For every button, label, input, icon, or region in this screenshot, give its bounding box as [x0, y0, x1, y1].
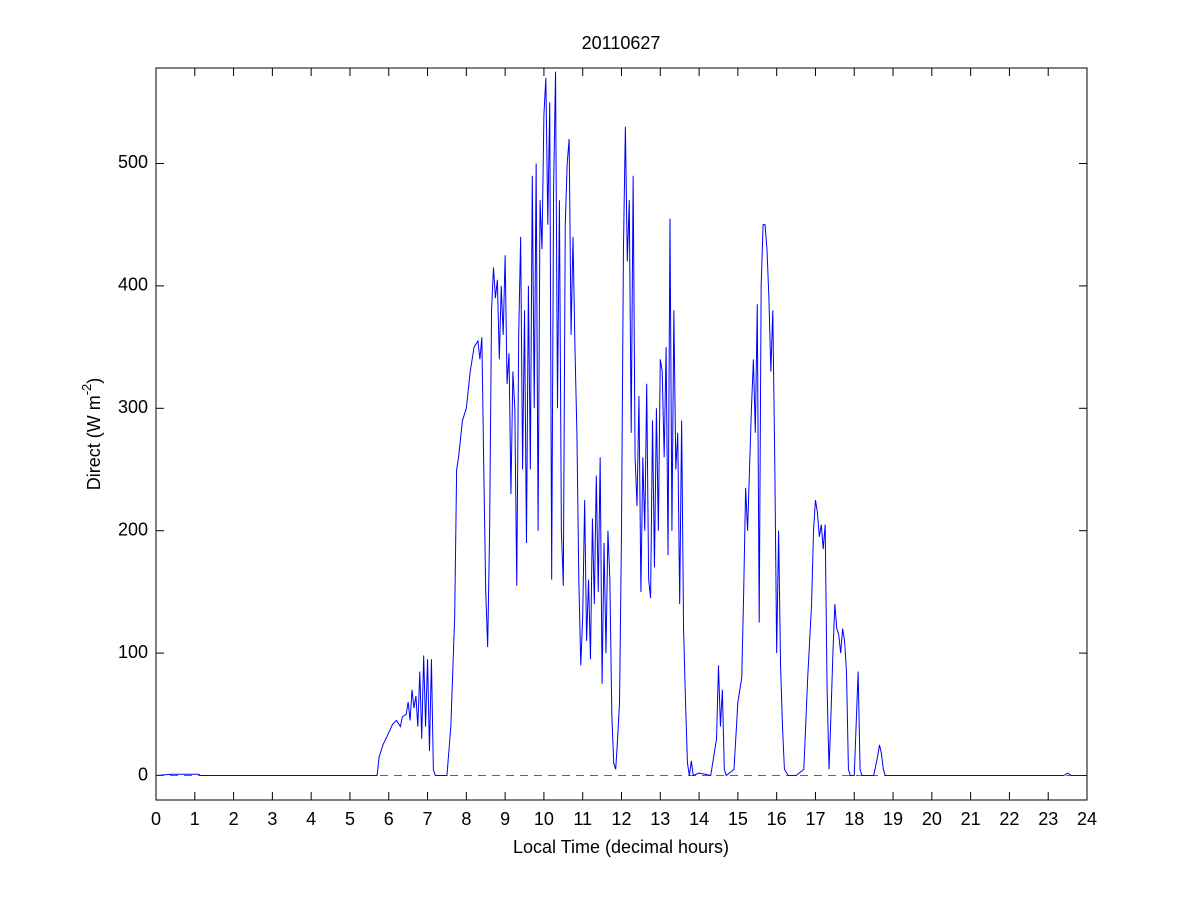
x-axis-label: Local Time (decimal hours) [513, 837, 729, 857]
y-tick-label: 200 [118, 519, 148, 539]
y-tick-label: 0 [138, 764, 148, 784]
y-tick-label: 100 [118, 642, 148, 662]
y-tick-label: 400 [118, 275, 148, 295]
x-tick-label: 20 [922, 809, 942, 829]
axes-box [155, 67, 1088, 801]
x-tick-label: 21 [961, 809, 981, 829]
x-tick-label: 12 [611, 809, 631, 829]
x-tick-label: 13 [650, 809, 670, 829]
data-line [155, 71, 1087, 777]
x-tick-label: 24 [1077, 809, 1097, 829]
x-tick-label: 22 [999, 809, 1019, 829]
y-tick-label: 300 [118, 397, 148, 417]
y-axis-label-main: Direct (W m [84, 395, 104, 490]
x-tick-label: 5 [345, 809, 355, 829]
x-tick-label: 16 [767, 809, 787, 829]
x-tick-label: 10 [534, 809, 554, 829]
x-tick-label: 7 [423, 809, 433, 829]
x-tick-label: 0 [151, 809, 161, 829]
x-tick-label: 23 [1038, 809, 1058, 829]
x-tick-label: 3 [267, 809, 277, 829]
x-tick-label: 1 [190, 809, 200, 829]
x-tick-label: 6 [384, 809, 394, 829]
x-tick-label: 11 [573, 809, 592, 829]
y-axis-label-superscript: -2 [79, 384, 94, 396]
x-tick-label: 15 [728, 809, 748, 829]
y-axis-label-end: ) [84, 378, 104, 384]
x-tick-label: 4 [306, 809, 316, 829]
x-tick-label: 18 [844, 809, 864, 829]
y-tick-label: 500 [118, 152, 148, 172]
y-axis-label: Direct (W m-2) [79, 378, 103, 491]
x-tick-label: 2 [229, 809, 239, 829]
x-tick-label: 14 [689, 809, 709, 829]
x-tick-label: 8 [461, 809, 471, 829]
x-tick-label: 9 [500, 809, 510, 829]
x-tick-label: 17 [805, 809, 825, 829]
x-tick-label: 19 [883, 809, 903, 829]
chart-title: 20110627 [582, 33, 661, 53]
